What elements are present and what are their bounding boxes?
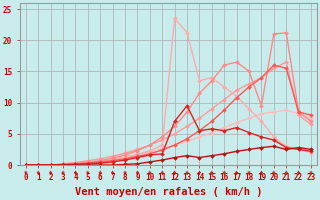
X-axis label: Vent moyen/en rafales ( km/h ): Vent moyen/en rafales ( km/h ) — [75, 187, 262, 197]
